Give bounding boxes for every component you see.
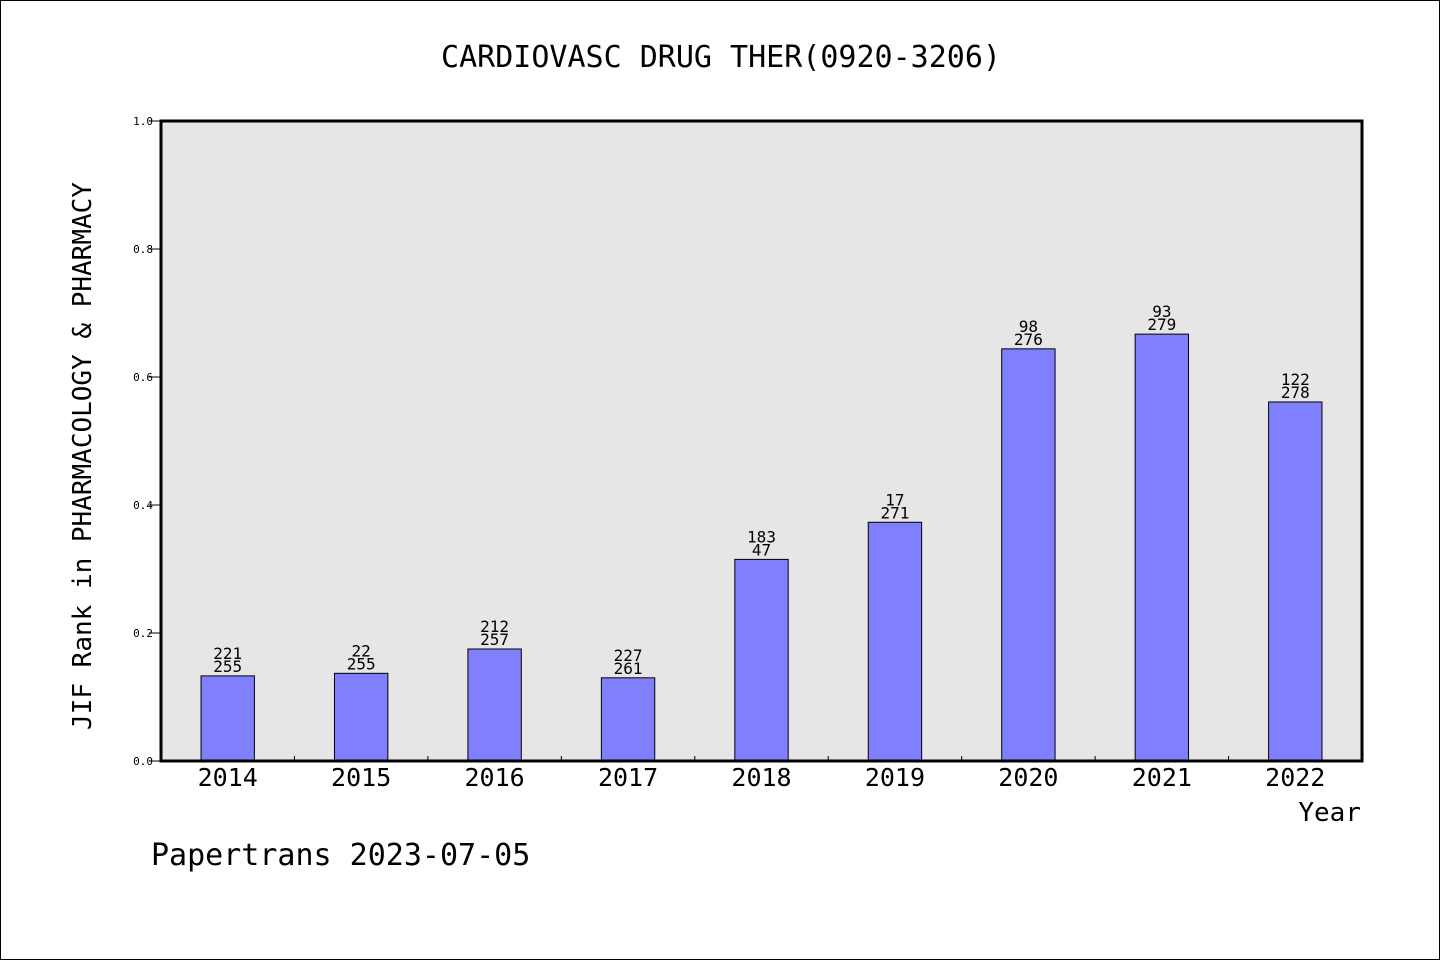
bar-label-total: 255 bbox=[347, 654, 376, 673]
y-tick-label: 0.2 bbox=[133, 627, 153, 640]
bar-2015 bbox=[333, 672, 389, 762]
footer-credit: Papertrans 2023-07-05 bbox=[151, 838, 530, 873]
bar-label-total: 279 bbox=[1147, 315, 1176, 334]
y-axis-title: JIF Rank in PHARMACOLOGY & PHARMACY bbox=[68, 182, 98, 730]
bar-2020 bbox=[1001, 348, 1056, 762]
bar-label-rank: 122 bbox=[1281, 370, 1310, 389]
bar-label-rank: 98 bbox=[1019, 317, 1038, 336]
bar-label-rank: 17 bbox=[885, 490, 904, 509]
bar-label-total: 47 bbox=[752, 540, 771, 559]
plot-border bbox=[159, 119, 1364, 763]
bar-label-total: 271 bbox=[880, 503, 909, 522]
bar-2014 bbox=[200, 675, 255, 762]
bar-label-total: 276 bbox=[1014, 330, 1043, 349]
bar-label-total: 255 bbox=[213, 657, 242, 676]
x-tick-label: 2014 bbox=[198, 763, 258, 792]
x-tick-label: 2020 bbox=[998, 763, 1058, 792]
bar-2017 bbox=[600, 677, 656, 762]
x-tick-label: 2021 bbox=[1132, 763, 1192, 792]
x-tick-label: 2017 bbox=[598, 763, 658, 792]
bar-label-rank: 22 bbox=[352, 641, 371, 660]
bar-label-rank: 221 bbox=[213, 644, 242, 663]
y-tick-label: 0.0 bbox=[133, 755, 153, 768]
bar-series bbox=[200, 333, 1323, 762]
y-tick-label: 0.6 bbox=[133, 371, 153, 384]
y-tick-label: 0.8 bbox=[133, 243, 153, 256]
bar-label-total: 278 bbox=[1281, 383, 1310, 402]
x-tick-label: 2022 bbox=[1265, 763, 1325, 792]
bar-2018 bbox=[734, 558, 789, 762]
bar-2022 bbox=[1268, 401, 1323, 762]
x-axis: 2014 2015 2016 2017 2018 2019 2020 2021 2022 bbox=[198, 756, 1325, 792]
y-tick-label: 1.0 bbox=[133, 115, 153, 128]
x-tick-label: 2018 bbox=[731, 763, 791, 792]
x-axis-title: Year bbox=[1298, 798, 1361, 828]
bar-label-rank: 183 bbox=[747, 527, 776, 546]
bar-label-total: 257 bbox=[480, 630, 509, 649]
x-tick-label: 2015 bbox=[331, 763, 391, 792]
y-tick-label: 0.4 bbox=[133, 499, 153, 512]
bar-label-total: 261 bbox=[614, 659, 643, 678]
bar-label-rank: 212 bbox=[480, 617, 509, 636]
bar-2019 bbox=[867, 521, 923, 762]
x-tick-label: 2016 bbox=[465, 763, 525, 792]
x-tick-label: 2019 bbox=[865, 763, 925, 792]
bar-2021 bbox=[1134, 333, 1190, 762]
bar-label-rank: 93 bbox=[1152, 302, 1171, 321]
y-axis: 0.0 0.2 0.4 0.6 0.8 1.0 bbox=[133, 115, 161, 768]
bar-data-labels: 2212552225521225722726118347172719827693… bbox=[213, 302, 1309, 678]
bar-2016 bbox=[467, 648, 522, 762]
chart-title: CARDIOVASC DRUG THER(0920-3206) bbox=[441, 40, 1001, 75]
bar-label-rank: 227 bbox=[614, 646, 643, 665]
